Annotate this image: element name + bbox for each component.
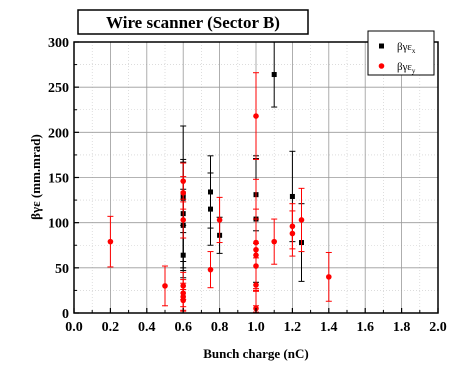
data-point-x — [289, 193, 295, 199]
y-tick-label: 200 — [48, 126, 69, 141]
y-tick-label: 0 — [62, 307, 69, 322]
y-tick-label: 250 — [48, 81, 69, 96]
x-tick-label: 2.0 — [429, 320, 447, 335]
y-tick-label: 150 — [48, 172, 69, 187]
data-point-y — [271, 238, 278, 245]
legend-marker-circle — [378, 63, 385, 69]
data-point-y — [289, 230, 296, 237]
x-tick-label: 0.2 — [102, 320, 120, 335]
x-axis-title: Bunch charge (nC) — [203, 346, 308, 361]
y-tick-label: 300 — [48, 36, 69, 51]
data-series — [107, 41, 332, 313]
data-point-y — [207, 266, 214, 273]
y-tick-label: 50 — [55, 262, 69, 277]
data-point-y — [253, 113, 259, 119]
x-tick-label: 0.6 — [174, 320, 192, 335]
data-point-y — [107, 238, 114, 245]
x-tick-label: 0.0 — [65, 320, 83, 335]
data-point-y — [180, 190, 186, 196]
legend-marker-square — [379, 43, 384, 49]
data-point-y — [180, 217, 186, 223]
x-tick-label: 0.8 — [211, 320, 229, 335]
data-point-y — [298, 217, 305, 223]
y-axis-title: βγε (mm.mrad) — [28, 134, 43, 220]
chart-title-box: Wire scanner (Sector B) — [77, 9, 309, 35]
data-point-y — [162, 283, 168, 289]
legend-label: βγεx — [397, 41, 416, 55]
data-point-x — [208, 206, 213, 212]
chart-title: Wire scanner (Sector B) — [106, 13, 280, 32]
x-tick-label: 1.0 — [247, 320, 265, 335]
data-point-y — [326, 274, 332, 280]
x-tick-label: 1.4 — [320, 320, 338, 335]
data-point-y — [180, 297, 186, 304]
data-point-y — [216, 217, 223, 223]
legend-box — [367, 30, 435, 76]
legend-label: βγεy — [397, 61, 416, 75]
legend: βγεx βγεy — [367, 30, 435, 76]
x-tick-label: 1.8 — [393, 320, 411, 335]
x-tick-label: 0.4 — [138, 320, 156, 335]
series-y — [107, 72, 332, 313]
legend-entry-x: βγεx — [379, 41, 416, 55]
x-tick-label: 1.6 — [356, 320, 374, 335]
data-point-y — [253, 282, 259, 288]
y-tick-label: 100 — [48, 217, 69, 232]
x-tick-label: 1.2 — [284, 320, 302, 335]
axis-ticks: 0.0 0.2 0.4 0.6 0.8 1.0 1.2 1.4 1.6 1.8 2.0 0 50 100 1… — [48, 36, 447, 335]
data-point-x — [271, 72, 277, 78]
legend-entry-y: βγεy — [378, 61, 416, 75]
